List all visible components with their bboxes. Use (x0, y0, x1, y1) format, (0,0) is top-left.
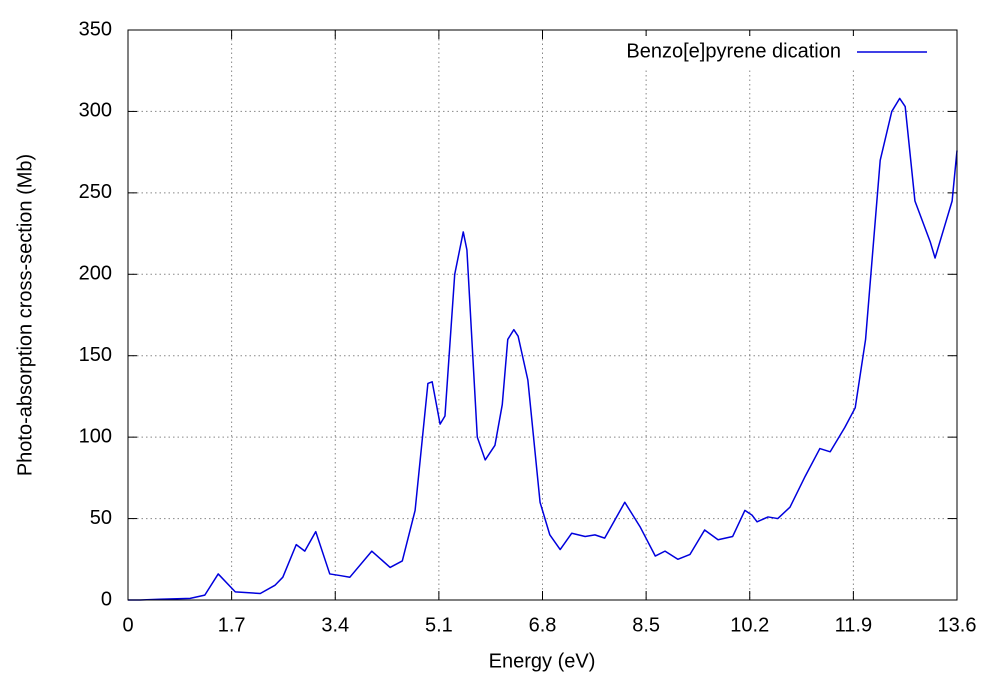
x-tick-label: 5.1 (425, 614, 453, 636)
x-axis-label: Energy (eV) (489, 650, 596, 672)
y-tick-label: 0 (101, 588, 112, 610)
x-tick-label: 11.9 (835, 614, 872, 636)
y-tick-label: 350 (79, 18, 112, 40)
y-tick-label: 250 (79, 181, 112, 203)
plot-frame (127, 29, 958, 601)
y-tick-label: 200 (79, 263, 112, 285)
x-tick-label: 8.5 (632, 614, 660, 636)
data-line (128, 97, 958, 601)
x-tick-label: 6.8 (529, 614, 557, 636)
x-tick-label: 10.2 (730, 614, 769, 636)
x-tick-label: 0 (122, 614, 133, 636)
x-tick-label: 1.7 (218, 614, 246, 636)
y-tick-label: 300 (79, 100, 112, 122)
y-tick-label: 100 (79, 425, 112, 447)
x-tick-label: 3.4 (321, 614, 349, 636)
legend-label: Benzo[e]pyrene dication (626, 40, 841, 62)
x-tick-label: 13.6 (938, 614, 977, 636)
y-tick-label: 50 (90, 507, 112, 529)
y-tick-label: 150 (79, 344, 112, 366)
y-axis-label: Photo-absorption cross-section (Mb) (14, 154, 36, 476)
